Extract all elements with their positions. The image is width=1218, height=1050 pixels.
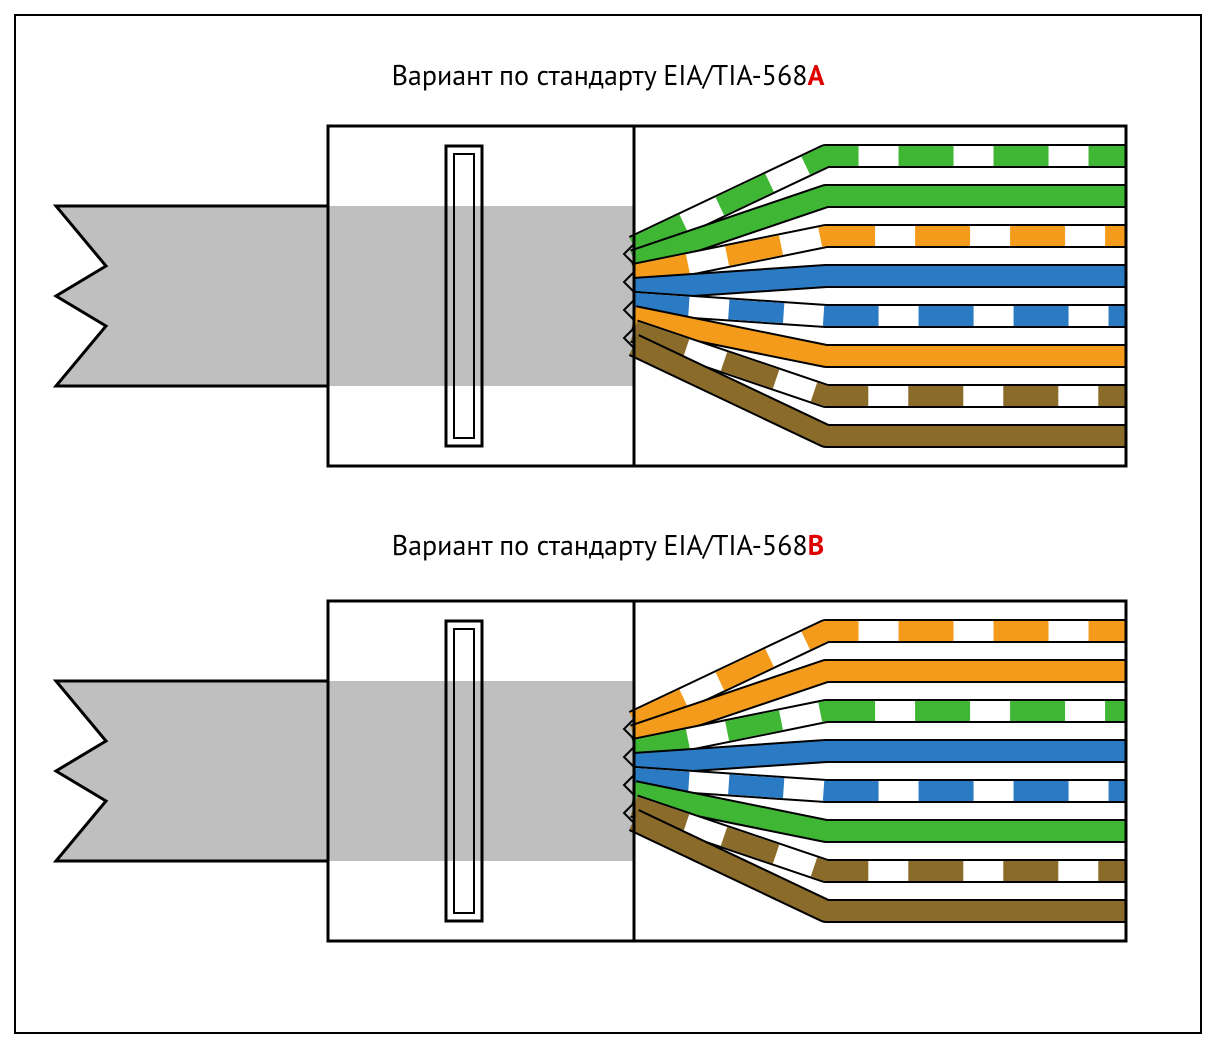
title-prefix: Вариант по стандарту EIA/TIA-568 xyxy=(392,526,808,563)
wire-4-blue xyxy=(634,276,1126,289)
connector-568A xyxy=(16,96,1204,496)
variant-title-568B: Вариант по стандарту EIA/TIA-568B xyxy=(16,526,1200,563)
title-suffix: A xyxy=(807,56,824,93)
wire-5-blue-white xyxy=(634,778,1126,791)
title-prefix: Вариант по стандарту EIA/TIA-568 xyxy=(392,56,808,93)
wire-4-blue xyxy=(634,751,1126,764)
variant-title-568A: Вариант по стандарту EIA/TIA-568A xyxy=(16,56,1200,93)
connector-568B xyxy=(16,571,1204,971)
wire-5-blue-white xyxy=(634,303,1126,316)
title-suffix: B xyxy=(808,526,825,563)
cable-sheath-fill xyxy=(56,206,328,386)
cable-sheath-fill xyxy=(56,681,328,861)
diagram-frame: Вариант по стандарту EIA/TIA-568AВариант… xyxy=(14,14,1202,1034)
